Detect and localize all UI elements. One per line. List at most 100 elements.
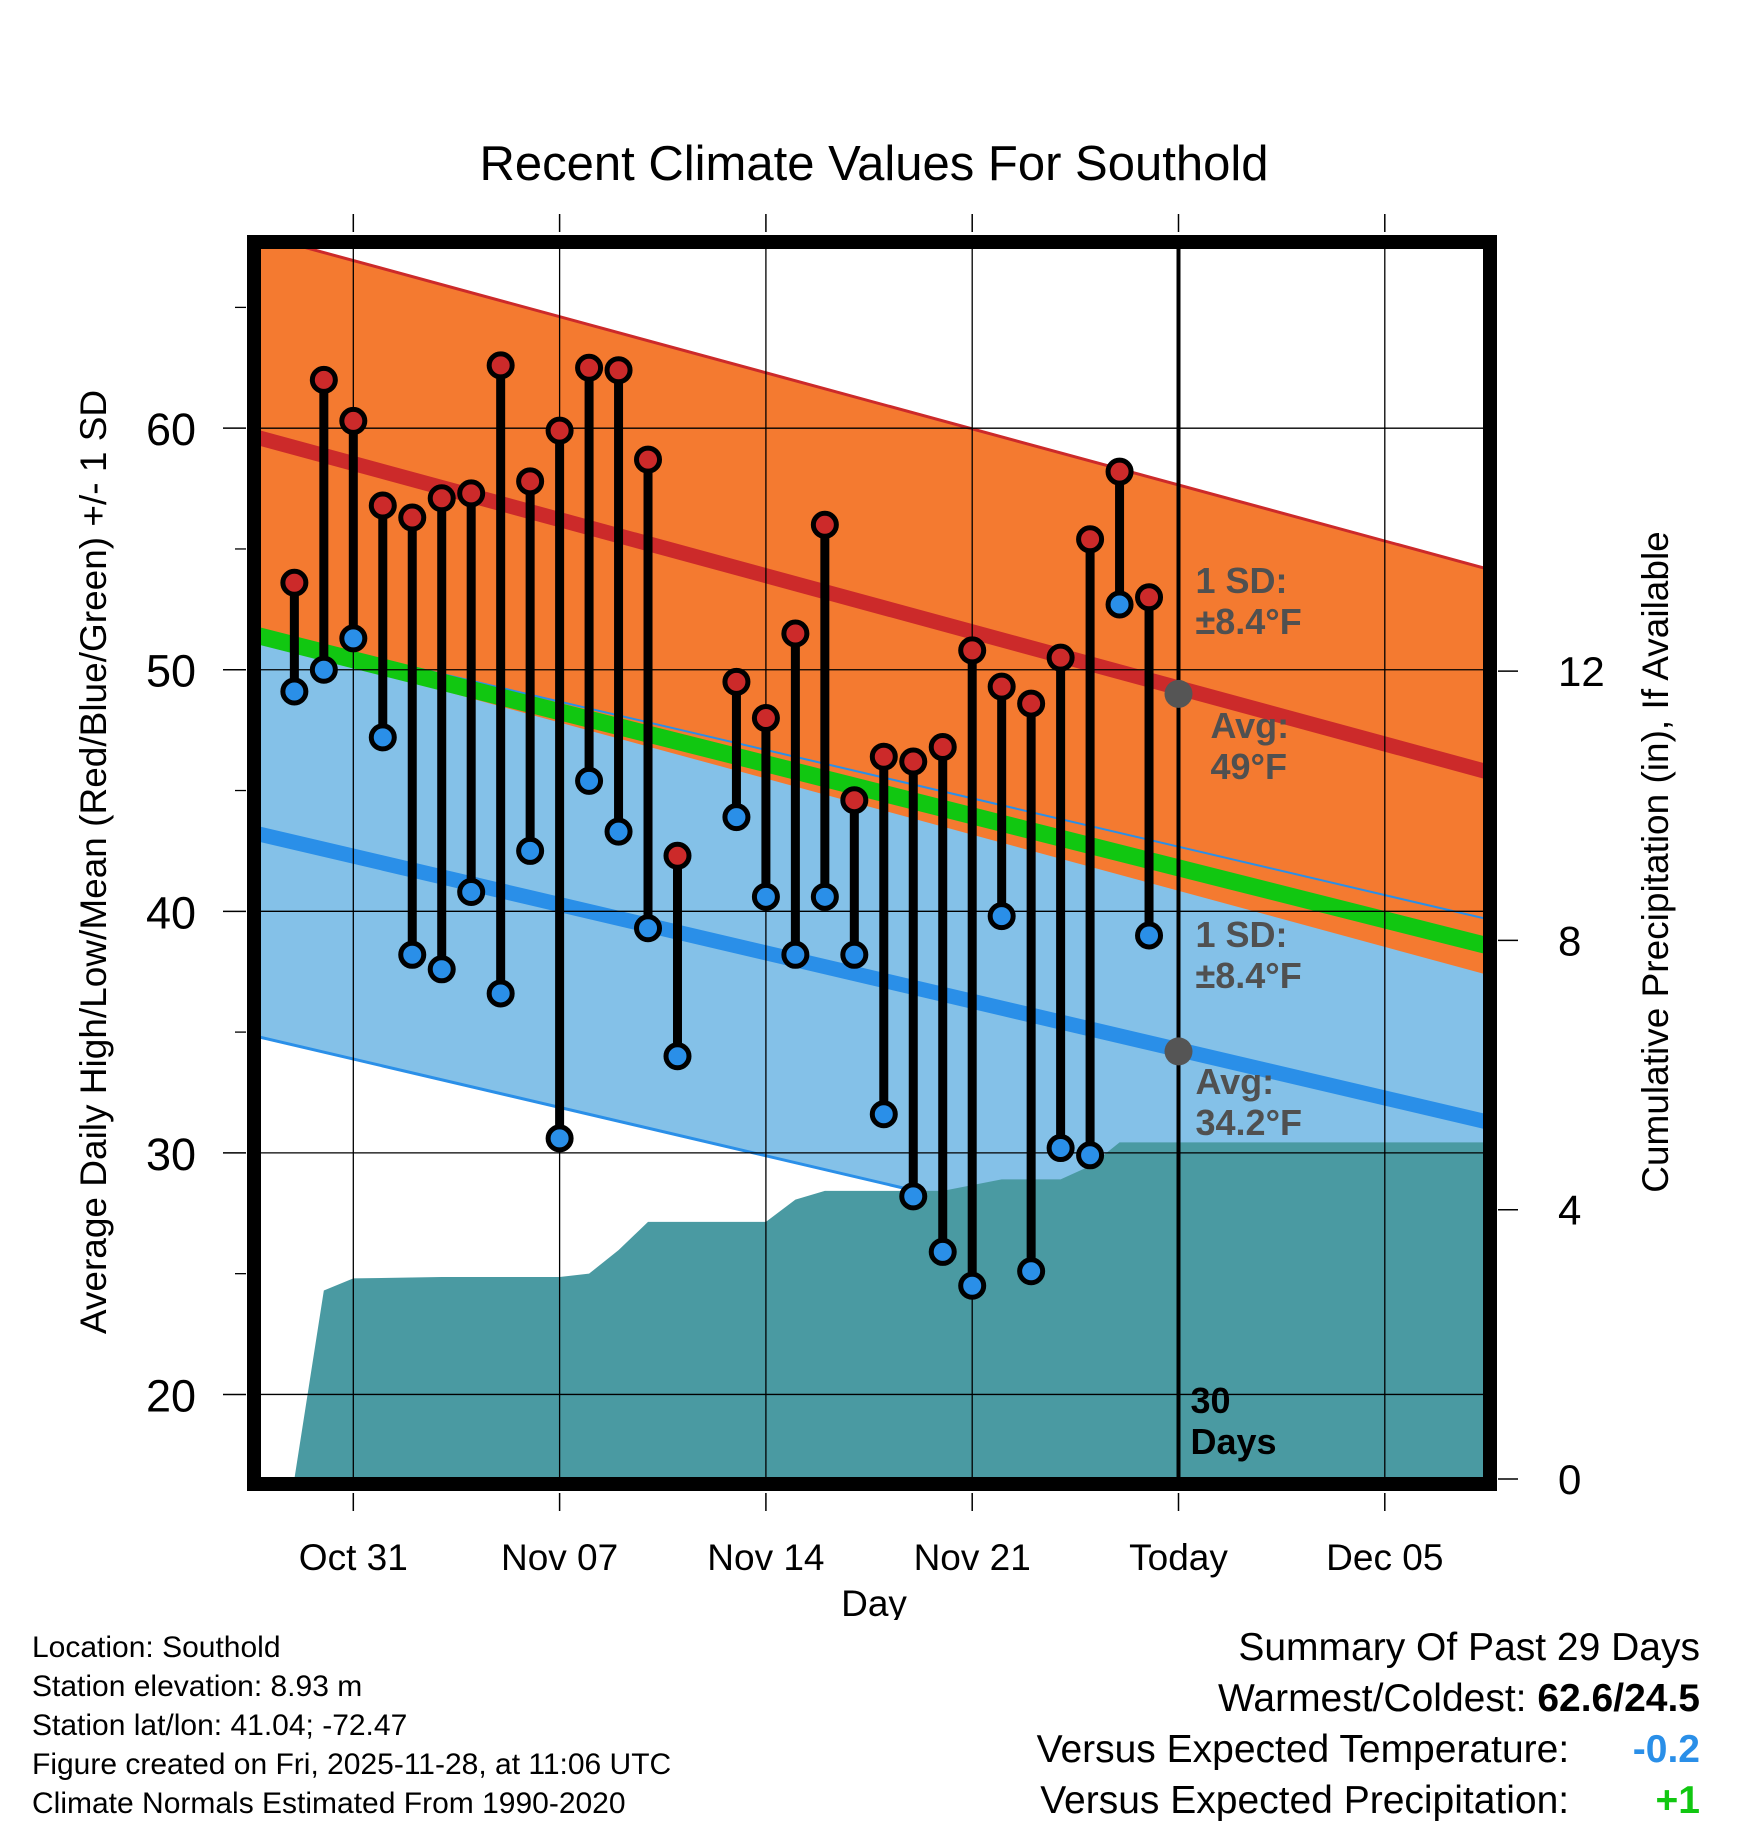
daily-high-point [781,619,810,648]
daily-low-point [427,955,456,984]
daily-high-point [1076,525,1105,554]
daily-high-point [427,484,456,513]
daily-low-point [398,940,427,969]
warm-cold-label: Warmest/Coldest: [1218,1677,1527,1720]
daily-high-point [309,365,338,394]
daily-low-point [545,1124,574,1153]
plot-frame [247,235,1497,1491]
daily-low-point [634,914,663,943]
precip-area [294,1142,1485,1479]
x-tick-label: Nov 07 [501,1537,618,1578]
y2-axis-label: Cumulative Precipitation (in), If Availa… [1635,531,1676,1193]
high-sd-annotation: 1 SD: ±8.4°F [1196,560,1302,642]
high-sd-upper-edge [297,247,1485,570]
daily-low-point [575,766,604,795]
high-avg-annotation-line: Avg: [1211,705,1290,746]
warm-cold-value: 62.6/24.5 [1537,1677,1700,1720]
today-days-annotation-line: 30 [1191,1380,1231,1421]
low-avg-annotation-line: Avg: [1196,1061,1275,1102]
daily-high-point [604,356,633,385]
temp-anomaly-row: Versus Expected Temperature: -0.2 [1037,1724,1700,1775]
daily-low-point [810,882,839,911]
daily-high-point [516,467,545,496]
y-tick-label: 60 [146,404,196,455]
daily-high-point [1017,689,1046,718]
temp-anomaly-label: Versus Expected Temperature: [1036,1728,1570,1771]
high-sd-annotation-line: 1 SD: [1196,560,1288,601]
y2-tick-label: 4 [1558,1187,1581,1234]
daily-low-point [1017,1257,1046,1286]
created-text: Figure created on Fri, 2025-11-28, at 11… [32,1748,672,1781]
high-avg-annotation: Avg: 49°F [1211,705,1290,787]
daily-low-point [516,836,545,865]
daily-low-point [604,817,633,846]
climate-chart: Recent Climate Values For Southold Oct 3… [73,137,1676,1620]
daily-low-point [280,677,309,706]
daily-high-point [663,841,692,870]
daily-low-point [1105,590,1134,619]
y-tick-label: 50 [146,646,196,697]
y-axis-label: Average Daily High/Low/Mean (Red/Blue/Gr… [73,390,114,1334]
daily-high-point [1105,457,1134,486]
summary-panel: Summary Of Past 29 Days Warmest/Coldest:… [1037,1622,1700,1826]
temp-anomaly-value: -0.2 [1632,1728,1700,1771]
y2-tick-label: 0 [1558,1456,1581,1503]
low-avg-annotation-line: 34.2°F [1196,1102,1302,1143]
summary-title: Summary Of Past 29 Days [1238,1626,1700,1669]
high-avg-marker [1164,679,1193,708]
daily-high-point [368,491,397,520]
daily-high-point [575,353,604,382]
y-tick-label: 40 [146,887,196,938]
daily-high-point [987,672,1016,701]
warm-cold-row: Warmest/Coldest: 62.6/24.5 [1037,1673,1700,1724]
daily-high-point [722,667,751,696]
daily-low-point [781,940,810,969]
y-tick-label: 30 [146,1129,196,1180]
latlon-text: Station lat/lon: 41.04; -72.47 [32,1709,408,1742]
station-info: Location: Southold Station elevation: 8.… [32,1628,671,1823]
daily-high-point [840,786,869,815]
daily-high-point [810,510,839,539]
daily-low-point [663,1042,692,1071]
precip-anomaly-row: Versus Expected Precipitation: +1 [1037,1775,1700,1826]
daily-high-point [634,445,663,474]
y2-tick-label: 8 [1558,917,1581,964]
daily-low-point [869,1100,898,1129]
daily-high-point [958,636,987,665]
y-tick-label: 20 [146,1370,196,1421]
daily-low-point [309,655,338,684]
daily-low-point [987,902,1016,931]
low-sd-annotation-line: 1 SD: [1196,914,1288,955]
normals-text: Climate Normals Estimated From 1990-2020 [32,1787,626,1820]
elevation-text: Station elevation: 8.93 m [32,1670,363,1703]
y2-tick-label: 12 [1558,648,1605,695]
low-avg-annotation: Avg: 34.2°F [1196,1061,1302,1143]
low-avg-marker [1164,1037,1193,1066]
precip-anomaly-label: Versus Expected Precipitation: [1040,1779,1570,1822]
chart-title: Recent Climate Values For Southold [480,137,1269,191]
daily-low-point [1135,921,1164,950]
daily-high-point [398,503,427,532]
daily-high-point [1046,643,1075,672]
daily-high-point [899,747,928,776]
daily-high-point [1135,583,1164,612]
location-text: Location: Southold [32,1631,281,1664]
daily-high-point [751,704,780,733]
low-sd-annotation-line: ±8.4°F [1196,955,1302,996]
x-tick-label: Oct 31 [299,1537,408,1578]
daily-high-point [280,568,309,597]
daily-low-point [1076,1141,1105,1170]
daily-high-point [545,416,574,445]
x-axis-label: Day [841,1583,907,1620]
high-sd-annotation-line: ±8.4°F [1196,601,1302,642]
high-avg-annotation-line: 49°F [1211,746,1287,787]
today-days-annotation-line: Days [1191,1421,1277,1462]
x-tick-label: Nov 21 [914,1537,1031,1578]
daily-low-point [958,1271,987,1300]
daily-low-point [722,803,751,832]
daily-high-point [486,351,515,380]
daily-low-point [339,624,368,653]
daily-low-point [368,723,397,752]
daily-low-point [840,940,869,969]
daily-high-point [457,479,486,508]
